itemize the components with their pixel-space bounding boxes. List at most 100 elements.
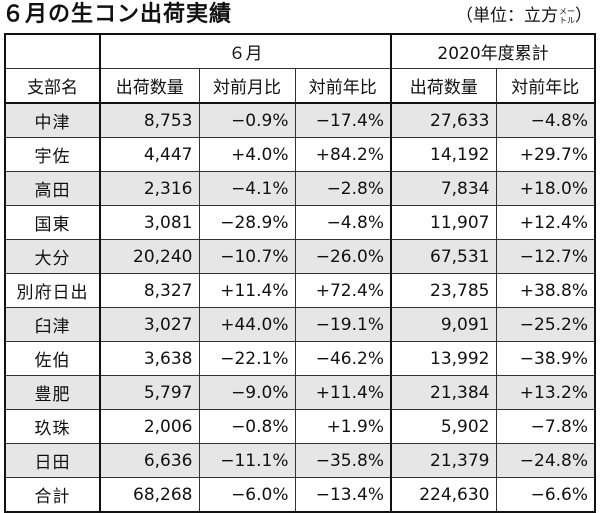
table-body: 中津 8,753 −0.9% −17.4% 27,633 −4.8% 宇佐 4,447 +4.0… [4,102,596,478]
month-mom: −0.9% [198,102,296,138]
branch-name: 玖珠 [4,409,101,444]
unit-meter-bottom: トル [559,16,575,25]
branch-name: 宇佐 [4,137,101,172]
table-row: 日田 6,636 −11.1% −35.8% 21,379 −24.8% [4,443,596,478]
empty-corner [4,33,101,69]
month-volume: 2,006 [99,409,200,444]
unit-meter-top: メー [559,7,575,16]
unit-prefix: （単位：立方 [456,6,558,26]
cum-yoy: −38.9% [495,341,596,376]
month-yoy: +11.4% [294,375,392,410]
cum-volume: 21,379 [390,443,497,478]
header-cum-volume: 出荷数量 [390,68,497,104]
month-volume: 3,027 [99,307,200,342]
total-cum-volume: 224,630 [390,477,497,513]
month-mom: −9.0% [198,375,296,410]
total-cum-yoy: −6.6% [495,477,596,513]
group-header-row: ６月 2020年度累計 [4,33,596,69]
month-volume: 2,316 [99,171,200,206]
branch-name: 別府日出 [4,273,101,308]
month-yoy: +1.9% [294,409,392,444]
table-row: 豊肥 5,797 −9.0% +11.4% 21,384 +13.2% [4,375,596,410]
header-month-volume: 出荷数量 [99,68,200,104]
month-yoy: +84.2% [294,137,392,172]
month-yoy: −46.2% [294,341,392,376]
cum-volume: 23,785 [390,273,497,308]
month-volume: 6,636 [99,443,200,478]
unit-note: （単位：立方 メー トル ） [456,6,592,26]
month-volume: 3,638 [99,341,200,376]
month-mom: −22.1% [198,341,296,376]
month-yoy: −17.4% [294,102,392,138]
cum-yoy: +12.4% [495,205,596,240]
month-volume: 20,240 [99,239,200,274]
cum-volume: 9,091 [390,307,497,342]
month-volume: 4,447 [99,137,200,172]
cum-yoy: −24.8% [495,443,596,478]
cum-volume: 11,907 [390,205,497,240]
month-mom: +44.0% [198,307,296,342]
month-volume: 5,797 [99,375,200,410]
cum-yoy: +18.0% [495,171,596,206]
table-row: 中津 8,753 −0.9% −17.4% 27,633 −4.8% [4,102,596,138]
month-volume: 8,327 [99,273,200,308]
month-mom: −10.7% [198,239,296,274]
total-volume: 68,268 [99,477,200,513]
month-volume: 3,081 [99,205,200,240]
table-row: 国東 3,081 −28.9% −4.8% 11,907 +12.4% [4,205,596,240]
cum-yoy: +38.8% [495,273,596,308]
branch-name: 佐伯 [4,341,101,376]
month-mom: −11.1% [198,443,296,478]
month-volume: 8,753 [99,102,200,138]
table-row: 佐伯 3,638 −22.1% −46.2% 13,992 −38.9% [4,341,596,376]
month-yoy: +72.4% [294,273,392,308]
month-mom: −0.8% [198,409,296,444]
cum-volume: 5,902 [390,409,497,444]
month-yoy: −19.1% [294,307,392,342]
month-mom: +4.0% [198,137,296,172]
header-month-mom: 対前月比 [198,68,296,104]
table-row: 別府日出 8,327 +11.4% +72.4% 23,785 +38.8% [4,273,596,308]
group-month: ６月 [99,33,392,69]
cum-yoy: +29.7% [495,137,596,172]
branch-name: 臼津 [4,307,101,342]
total-label: 合計 [4,477,101,513]
cum-volume: 14,192 [390,137,497,172]
cum-volume: 21,384 [390,375,497,410]
month-yoy: −2.8% [294,171,392,206]
total-row: 合計 68,268 −6.0% −13.4% 224,630 −6.6% [4,477,596,513]
cum-yoy: +13.2% [495,375,596,410]
cum-volume: 67,531 [390,239,497,274]
branch-name: 大分 [4,239,101,274]
cum-yoy: −12.7% [495,239,596,274]
month-yoy: −35.8% [294,443,392,478]
branch-name: 高田 [4,171,101,206]
header-month-yoy: 対前年比 [294,68,392,104]
header-branch: 支部名 [4,68,101,104]
total-yoy: −13.4% [294,477,392,513]
month-yoy: −26.0% [294,239,392,274]
unit-meter: メー トル [559,7,575,25]
group-cumulative: 2020年度累計 [389,33,596,69]
cum-volume: 27,633 [390,102,497,138]
month-mom: −4.1% [198,171,296,206]
table-row: 大分 20,240 −10.7% −26.0% 67,531 −12.7% [4,239,596,274]
table-row: 臼津 3,027 +44.0% −19.1% 9,091 −25.2% [4,307,596,342]
cum-yoy: −25.2% [495,307,596,342]
branch-name: 豊肥 [4,375,101,410]
table-row: 玖珠 2,006 −0.8% +1.9% 5,902 −7.8% [4,409,596,444]
month-mom: −28.9% [198,205,296,240]
shipment-table: ６月 2020年度累計 支部名 出荷数量 対前月比 対前年比 出荷数量 対前年比… [4,33,597,513]
month-mom: +11.4% [198,273,296,308]
table-row: 宇佐 4,447 +4.0% +84.2% 14,192 +29.7% [4,137,596,172]
cum-yoy: −7.8% [495,409,596,444]
unit-suffix: ） [575,6,592,26]
branch-name: 中津 [4,102,101,138]
table-row: 高田 2,316 −4.1% −2.8% 7,834 +18.0% [4,171,596,206]
cum-volume: 13,992 [390,341,497,376]
branch-name: 国東 [4,205,101,240]
column-header-row: 支部名 出荷数量 対前月比 対前年比 出荷数量 対前年比 [4,68,596,104]
header-cum-yoy: 対前年比 [495,68,596,104]
total-mom: −6.0% [198,477,296,513]
cum-yoy: −4.8% [495,102,596,138]
